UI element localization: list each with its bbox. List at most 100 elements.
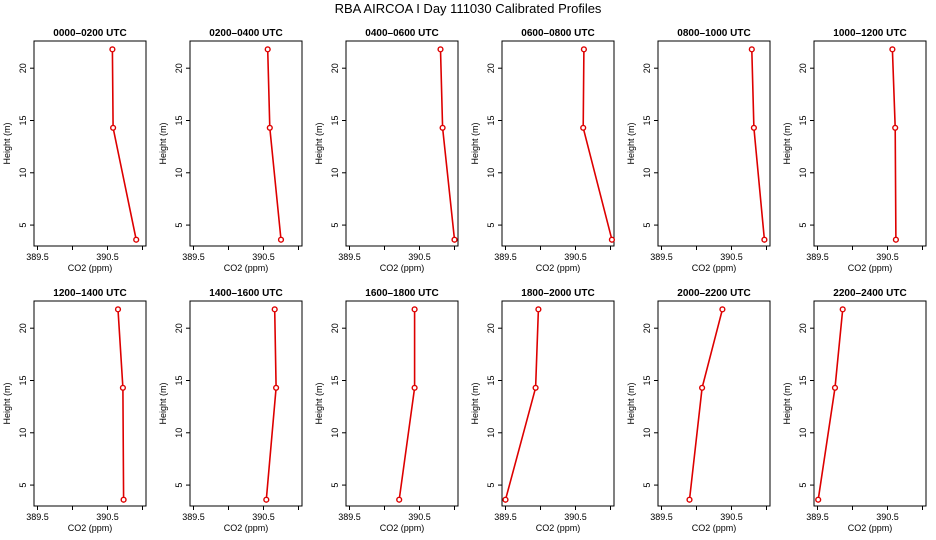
y-tick-label: 15 <box>798 375 808 385</box>
y-axis-label: Height (m) <box>158 122 168 164</box>
y-tick-label: 20 <box>18 323 28 333</box>
panel-title: 1400–1600 UTC <box>209 288 282 299</box>
y-tick-label: 15 <box>642 375 652 385</box>
x-tick-label: 389.5 <box>806 252 829 262</box>
y-tick-label: 10 <box>642 428 652 438</box>
y-tick-label: 10 <box>330 428 340 438</box>
data-point <box>437 46 444 53</box>
y-axis-label: Height (m) <box>2 122 12 164</box>
x-tick-label: 389.5 <box>182 252 205 262</box>
data-point <box>277 236 285 243</box>
x-tick-label: 390.5 <box>720 512 743 522</box>
y-tick-label: 20 <box>642 323 652 333</box>
panel-title: 1600–1800 UTC <box>365 288 438 299</box>
y-tick-label: 5 <box>174 483 184 488</box>
x-axis-label: CO2 (ppm) <box>848 263 893 273</box>
plot-frame <box>345 300 459 507</box>
plot-frame <box>657 300 771 507</box>
profile-line <box>688 309 724 500</box>
data-point <box>892 236 900 243</box>
x-tick-label: 390.5 <box>408 512 431 522</box>
y-tick-label: 15 <box>798 115 808 125</box>
y-axis-label: Height (m) <box>158 382 168 424</box>
x-tick-label: 389.5 <box>26 512 49 522</box>
x-tick-label: 390.5 <box>96 252 119 262</box>
data-point <box>608 236 616 243</box>
y-tick-label: 15 <box>330 375 340 385</box>
x-tick-label: 389.5 <box>182 512 205 522</box>
y-axis-label: Height (m) <box>2 382 12 424</box>
y-tick-label: 10 <box>18 168 28 178</box>
y-tick-label: 10 <box>486 168 496 178</box>
y-tick-label: 15 <box>174 375 184 385</box>
x-tick-label: 389.5 <box>338 512 361 522</box>
y-tick-label: 20 <box>174 323 184 333</box>
y-tick-label: 5 <box>798 483 808 488</box>
data-point <box>119 384 127 391</box>
plot-frame <box>33 300 147 507</box>
panel-8: 1400–1600 UTC 389.5 390.5 5 10 15 20 CO2 (ppm) H… <box>158 288 303 533</box>
panel-title: 0800–1000 UTC <box>677 28 750 39</box>
data-point <box>264 46 271 53</box>
panel-title: 2000–2200 UTC <box>677 288 750 299</box>
main-title: RBA AIRCOA I Day 111030 Calibrated Profi… <box>334 1 602 16</box>
panel-title: 1200–1400 UTC <box>53 288 126 299</box>
data-point <box>719 306 726 313</box>
profile-line <box>751 49 766 240</box>
y-tick-label: 20 <box>798 63 808 73</box>
data-point <box>109 124 117 131</box>
y-tick-label: 5 <box>330 223 340 228</box>
data-point <box>451 236 458 243</box>
y-tick-label: 10 <box>174 168 184 178</box>
x-tick-label: 389.5 <box>338 252 361 262</box>
y-tick-label: 15 <box>642 115 652 125</box>
y-tick-label: 5 <box>18 483 28 488</box>
y-tick-label: 10 <box>798 168 808 178</box>
y-tick-label: 15 <box>18 115 28 125</box>
profile-line <box>398 309 416 500</box>
data-point <box>580 124 587 131</box>
x-tick-label: 390.5 <box>96 512 119 522</box>
x-axis-label: CO2 (ppm) <box>536 523 581 533</box>
y-axis-label: Height (m) <box>314 122 324 164</box>
x-tick-label: 389.5 <box>494 512 517 522</box>
panel-12: 2200–2400 UTC 389.5 390.5 5 10 15 20 CO2 (ppm) H… <box>782 288 927 533</box>
y-tick-label: 20 <box>18 63 28 73</box>
profile-line <box>117 309 125 500</box>
data-point <box>831 384 839 391</box>
x-axis-label: CO2 (ppm) <box>380 263 425 273</box>
data-point <box>748 46 755 53</box>
x-axis-label: CO2 (ppm) <box>224 523 269 533</box>
profile-line <box>111 49 137 240</box>
panel-5: 0800–1000 UTC 389.5 390.5 5 10 15 20 CO2 (ppm) H… <box>626 28 771 273</box>
y-tick-label: 5 <box>798 223 808 228</box>
x-tick-label: 389.5 <box>650 252 673 262</box>
x-tick-label: 390.5 <box>876 512 899 522</box>
x-tick-label: 390.5 <box>564 252 587 262</box>
x-axis-label: CO2 (ppm) <box>380 523 425 533</box>
y-axis-label: Height (m) <box>470 122 480 164</box>
plot-frame <box>501 40 615 247</box>
plot-frame <box>657 40 771 247</box>
y-tick-label: 20 <box>486 63 496 73</box>
x-axis-label: CO2 (ppm) <box>68 263 113 273</box>
x-axis-label: CO2 (ppm) <box>692 263 737 273</box>
profile-line <box>265 309 277 500</box>
panel-9: 1600–1800 UTC 389.5 390.5 5 10 15 20 CO2 (ppm) H… <box>314 288 459 533</box>
panel-11: 2000–2200 UTC 389.5 390.5 5 10 15 20 CO2 (ppm) H… <box>626 288 771 533</box>
panel-title: 2200–2400 UTC <box>833 288 906 299</box>
data-point <box>439 124 446 131</box>
x-tick-label: 389.5 <box>494 252 517 262</box>
profile-line <box>439 49 456 240</box>
panel-title: 0000–0200 UTC <box>53 28 126 39</box>
x-axis-label: CO2 (ppm) <box>692 523 737 533</box>
panel-2: 0200–0400 UTC 389.5 390.5 5 10 15 20 CO2 (ppm) H… <box>158 28 303 273</box>
data-point <box>502 496 509 503</box>
y-tick-label: 5 <box>642 223 652 228</box>
profile-line <box>582 49 613 240</box>
plot-frame <box>345 40 459 247</box>
data-point <box>535 306 542 313</box>
profile-line <box>504 309 540 500</box>
y-tick-label: 5 <box>486 483 496 488</box>
